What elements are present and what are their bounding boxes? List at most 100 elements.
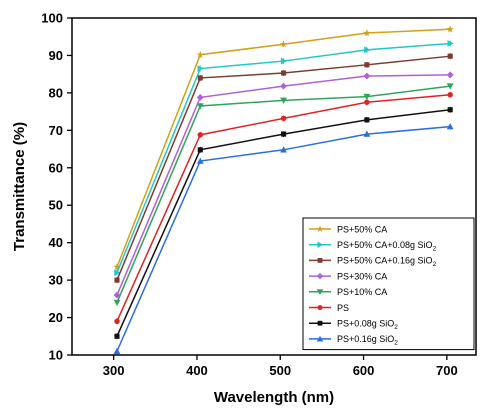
legend-label: PS+0.16g SiO2 [337, 334, 398, 347]
x-axis-title: Wavelength (nm) [214, 389, 334, 406]
data-point [363, 93, 371, 101]
legend-marker [316, 272, 324, 280]
series-3 [114, 53, 453, 284]
data-point [447, 92, 453, 98]
data-point [113, 347, 121, 354]
data-point [364, 99, 370, 105]
legend-item: PS+0.16g SiO2 [309, 334, 398, 347]
y-tick-label: 30 [49, 273, 63, 288]
x-tick-label: 300 [103, 363, 125, 378]
x-tick-label: 400 [186, 363, 208, 378]
data-point [446, 71, 454, 79]
legend-label: PS+50% CA [337, 224, 387, 234]
data-point [280, 82, 287, 90]
legend-marker [317, 241, 324, 248]
data-point [281, 131, 287, 137]
legend-label-main: PS+50% CA+0.08g SiO [337, 240, 433, 250]
legend-label-subscript: 2 [433, 246, 437, 253]
y-axis: 10 20 30 40 50 60 70 80 90 100 [41, 11, 72, 363]
data-point [364, 62, 370, 68]
data-point [197, 75, 203, 81]
series-4 [113, 71, 454, 299]
legend-label: PS+50% CA+0.16g SiO2 [337, 256, 437, 269]
legend-item: PS+50% CA [309, 224, 387, 234]
y-tick-label: 100 [41, 11, 63, 26]
x-tick-label: 700 [436, 363, 458, 378]
data-point [280, 146, 287, 153]
legend-label-main: PS+0.08g SiO [337, 319, 394, 329]
data-point [447, 53, 453, 59]
x-tick-label: 600 [353, 363, 375, 378]
legend-label-main: PS [337, 303, 349, 313]
data-point [114, 277, 120, 283]
legend-label-main: PS+50% CA+0.16g SiO [337, 256, 433, 266]
series-1 [113, 25, 454, 271]
series-8 [113, 123, 454, 355]
y-tick-label: 90 [49, 48, 63, 63]
data-point [280, 97, 287, 104]
legend-label-subscript: 2 [394, 324, 398, 331]
legend-marker [316, 289, 324, 295]
data-point [363, 130, 371, 137]
data-point [447, 107, 453, 113]
data-point [363, 72, 371, 80]
legend-label-subscript: 2 [394, 340, 398, 347]
data-point [280, 115, 287, 122]
y-tick-label: 80 [49, 85, 63, 100]
data-point [446, 83, 454, 90]
plot-frame [71, 17, 477, 356]
legend-label-main: PS+10% CA [337, 287, 387, 297]
legend-marker [316, 225, 324, 232]
data-point [363, 29, 371, 36]
y-tick-label: 40 [49, 235, 63, 250]
series-6 [114, 91, 453, 325]
data-point [364, 117, 370, 123]
legend-label-main: PS+50% CA [337, 224, 387, 234]
data-point [197, 65, 204, 72]
data-point [197, 147, 203, 153]
legend-label: PS [337, 303, 349, 313]
series-7 [114, 106, 453, 340]
data-point [446, 123, 454, 130]
legend-marker [316, 335, 324, 342]
y-tick-label: 20 [49, 310, 63, 325]
data-point [446, 25, 454, 33]
legend-item: PS+50% CA+0.08g SiO2 [309, 240, 437, 253]
legend-label: PS+30% CA [337, 271, 387, 281]
y-tick-label: 70 [49, 123, 63, 138]
legend-label-main: PS+30% CA [337, 271, 387, 281]
legend-item: PS+0.08g SiO2 [309, 319, 398, 332]
legend-marker [317, 258, 323, 263]
y-axis-title: Transmittance (%) [11, 122, 28, 251]
series-5 [113, 83, 454, 306]
series-2 [114, 40, 454, 277]
data-point [447, 40, 454, 47]
legend-label-subscript: 2 [433, 261, 437, 268]
data-point [280, 40, 288, 48]
y-tick-label: 10 [49, 348, 63, 363]
legend-label: PS+10% CA [337, 287, 387, 297]
legend-marker [317, 304, 323, 311]
data-point [197, 132, 204, 138]
legend-item: PS+50% CA+0.16g SiO2 [309, 256, 437, 269]
legend-label: PS+0.08g SiO2 [337, 319, 398, 332]
series-layer [113, 25, 454, 355]
legend-label: PS+50% CA+0.08g SiO2 [337, 240, 437, 253]
data-point [196, 103, 204, 110]
legend-marker [317, 320, 323, 326]
data-point [113, 263, 121, 271]
x-tick-label: 500 [269, 363, 291, 378]
legend-item: PS+30% CA [309, 271, 387, 281]
data-point [196, 93, 204, 101]
x-axis: 300 400 500 600 700 [103, 355, 458, 378]
y-tick-label: 50 [49, 198, 63, 213]
data-point [114, 333, 120, 339]
legend-label-main: PS+0.16g SiO [337, 334, 394, 344]
data-point [196, 50, 204, 58]
legend-box [302, 217, 475, 351]
data-point [114, 269, 121, 277]
data-point [114, 318, 120, 325]
data-point [364, 46, 371, 54]
